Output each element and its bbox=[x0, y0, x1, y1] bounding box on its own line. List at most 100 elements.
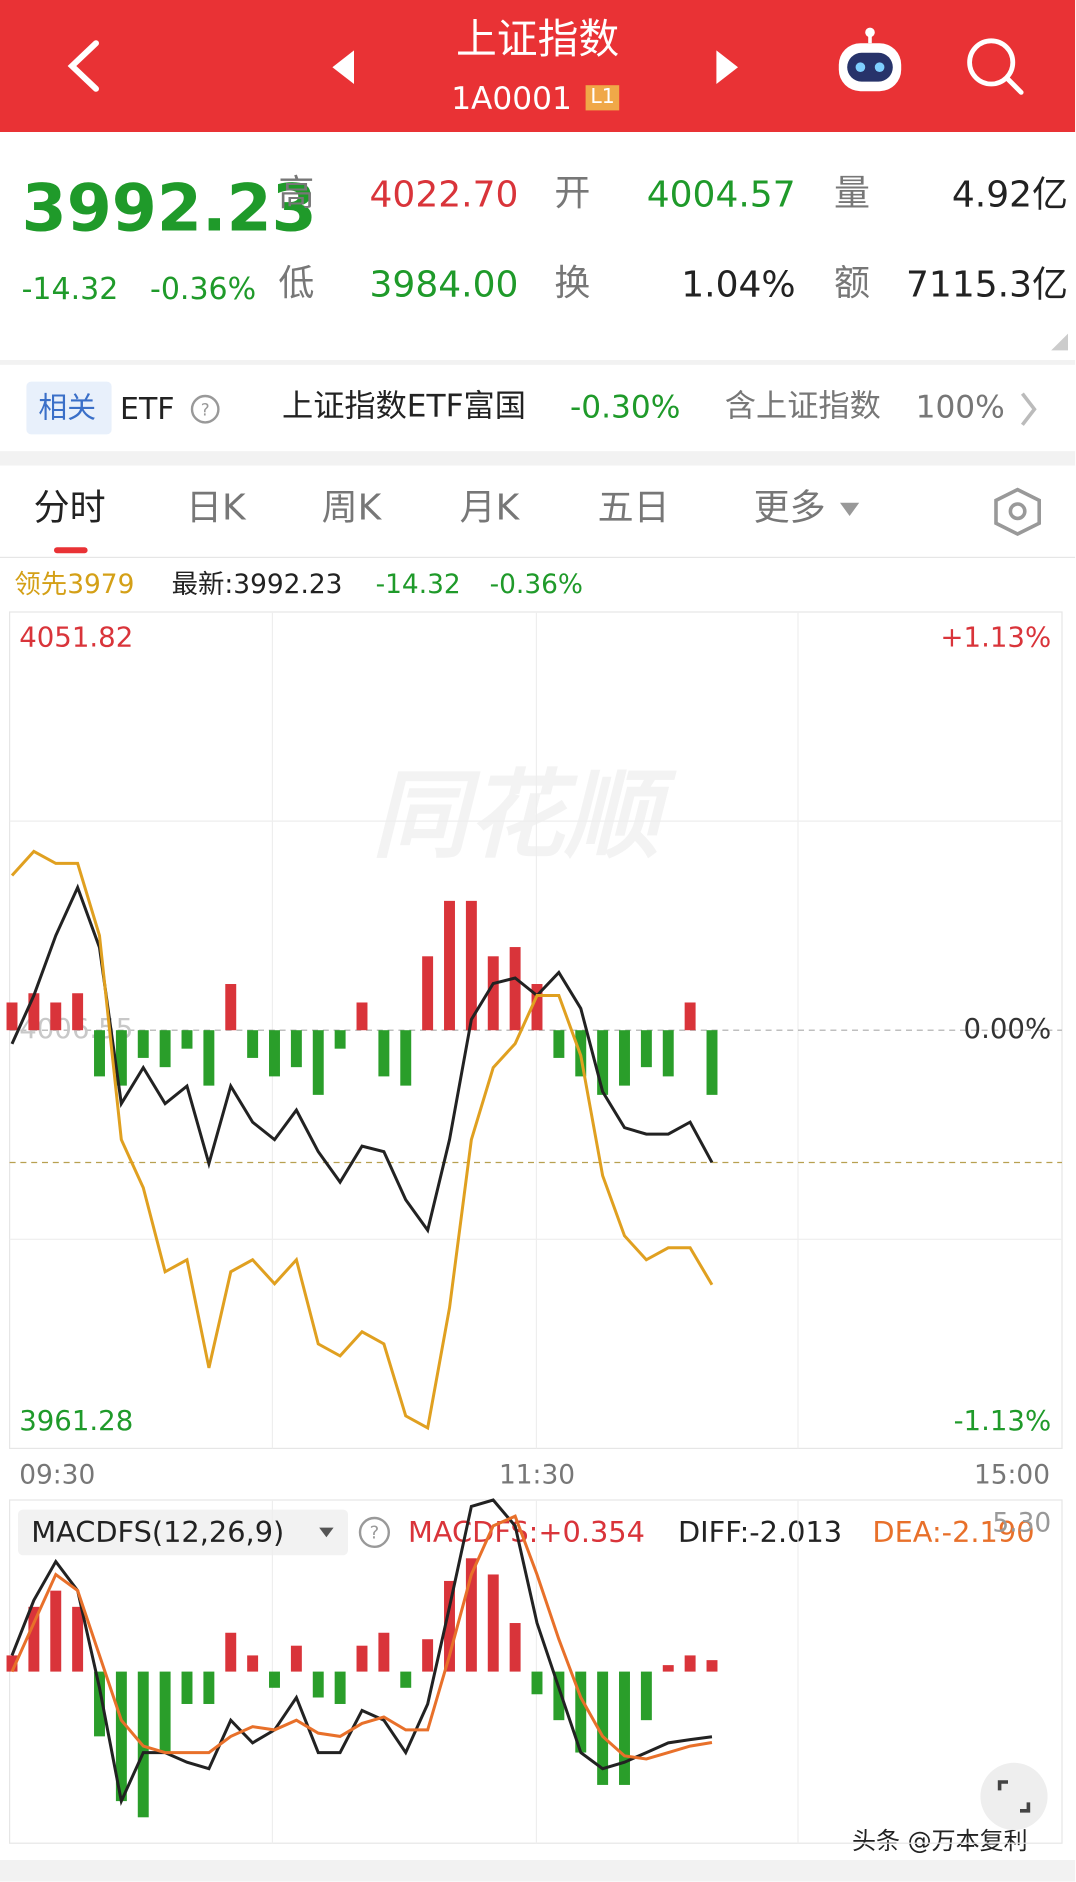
tab[interactable]: 周K bbox=[321, 487, 382, 530]
macd-bar bbox=[247, 1655, 259, 1672]
tab[interactable]: 分时 bbox=[33, 487, 106, 530]
strength-bar bbox=[269, 1030, 280, 1077]
holding-label: 含上证指数 bbox=[724, 388, 881, 425]
change-pct: -0.36% bbox=[150, 271, 257, 306]
expand-button[interactable] bbox=[980, 1762, 1048, 1831]
macd-bar bbox=[531, 1671, 543, 1695]
stat-value: 4.92亿 bbox=[951, 174, 1068, 217]
strength-bar bbox=[137, 1030, 149, 1058]
strength-bar bbox=[487, 956, 499, 1031]
macd-bar bbox=[422, 1639, 434, 1672]
macd-bar bbox=[269, 1671, 280, 1688]
macd-bar bbox=[509, 1623, 521, 1672]
macd-bar bbox=[706, 1660, 718, 1672]
strength-bar bbox=[50, 1002, 62, 1031]
svg-text:?: ? bbox=[201, 399, 210, 419]
footer-credit: 头条 @万本复利 bbox=[852, 1826, 1028, 1856]
macd-bar bbox=[28, 1606, 40, 1672]
macd-bar bbox=[662, 1665, 674, 1672]
y2-tick-label: 0.00% bbox=[964, 1012, 1052, 1045]
strength-bar bbox=[619, 1030, 630, 1086]
indicator-title: MACDFS(12,26,9) bbox=[31, 1515, 285, 1550]
more-caret bbox=[840, 502, 860, 516]
stat-value: 4004.57 bbox=[646, 174, 796, 217]
macd-bar bbox=[640, 1671, 652, 1721]
diff-label: DIFF:-2.013 bbox=[678, 1515, 843, 1550]
level-badge: L1 bbox=[585, 85, 620, 111]
macd-bar bbox=[94, 1671, 105, 1737]
macd-bar bbox=[575, 1671, 587, 1753]
divider bbox=[0, 360, 1076, 365]
macd-bar bbox=[225, 1632, 237, 1672]
series-line bbox=[10, 1498, 713, 1806]
macd-bar bbox=[72, 1606, 84, 1672]
related-tag[interactable]: 相关 bbox=[38, 391, 96, 425]
y2-tick-label: +1.13% bbox=[940, 620, 1051, 653]
pct-info: -0.36% bbox=[489, 570, 583, 600]
indicator-select[interactable] bbox=[18, 1509, 348, 1556]
series-line bbox=[10, 1514, 713, 1761]
watermark: 同花顺 bbox=[372, 759, 660, 872]
strength-bar bbox=[465, 900, 477, 1031]
etf-name[interactable]: 上证指数ETF富国 bbox=[282, 388, 526, 425]
macd-bar bbox=[50, 1590, 62, 1672]
help-icon[interactable]: ? bbox=[190, 394, 220, 424]
title: 上证指数 bbox=[456, 15, 620, 64]
tab[interactable]: 更多 bbox=[753, 487, 826, 530]
strength-bar bbox=[378, 1030, 390, 1077]
macd-label: MACDFS:+0.354 bbox=[408, 1515, 645, 1550]
strength-bar bbox=[706, 1030, 718, 1095]
bottom-bar bbox=[0, 1860, 1076, 1882]
divider bbox=[0, 451, 1076, 466]
search-button[interactable] bbox=[967, 38, 1024, 95]
chevron[interactable] bbox=[1020, 392, 1037, 426]
settings-icon[interactable] bbox=[994, 487, 1042, 537]
strength-bar bbox=[640, 1030, 652, 1068]
macd-bar bbox=[619, 1671, 630, 1785]
holding: 100% bbox=[915, 390, 1005, 427]
strength-bar bbox=[203, 1030, 215, 1086]
macd-bar bbox=[312, 1671, 324, 1698]
strength-bar bbox=[553, 1030, 565, 1058]
dea-label: DEA:-2.190 bbox=[872, 1515, 1035, 1550]
select-caret bbox=[319, 1527, 334, 1538]
macd-bar bbox=[487, 1574, 499, 1672]
tab[interactable]: 日K bbox=[186, 487, 246, 530]
strength-bar bbox=[400, 1030, 412, 1086]
stat-value: 3984.00 bbox=[369, 264, 519, 306]
macd-bar bbox=[159, 1671, 171, 1753]
x-tick-label: 15:00 bbox=[974, 1460, 1050, 1491]
stat-value: 4022.70 bbox=[369, 174, 519, 217]
etf-change: -0.30% bbox=[570, 390, 681, 427]
help-icon[interactable]: ? bbox=[358, 1516, 391, 1549]
lead-info: 领先3979 bbox=[14, 570, 135, 600]
y-tick-label: 5.30 bbox=[992, 1508, 1051, 1539]
tab[interactable]: 五日 bbox=[597, 487, 670, 530]
macd-bar bbox=[203, 1671, 215, 1704]
stat-label: 高 bbox=[278, 172, 315, 215]
y-tick-label: 4051.82 bbox=[19, 620, 133, 653]
series-line bbox=[10, 883, 714, 1234]
strength-bar bbox=[597, 1030, 609, 1095]
stat-label: 低 bbox=[278, 262, 315, 305]
prev-arrow[interactable] bbox=[332, 50, 354, 84]
tab[interactable]: 月K bbox=[459, 487, 520, 530]
macd-bar bbox=[378, 1632, 390, 1672]
strength-bar bbox=[684, 1002, 696, 1031]
robot-icon[interactable] bbox=[838, 27, 902, 92]
change: -14.32 bbox=[21, 271, 119, 306]
stat-label: 换 bbox=[554, 262, 591, 305]
strength-bar bbox=[312, 1030, 324, 1095]
back-button[interactable] bbox=[67, 40, 100, 92]
stat-label: 量 bbox=[834, 172, 871, 215]
strength-bar bbox=[290, 1030, 302, 1068]
y-tick-label: 3961.28 bbox=[19, 1404, 133, 1437]
next-arrow[interactable] bbox=[716, 50, 738, 84]
related-type: ETF bbox=[120, 391, 175, 427]
strength-bar bbox=[181, 1030, 193, 1049]
stat-value: 7115.3亿 bbox=[906, 264, 1068, 306]
strength-bar bbox=[94, 1030, 105, 1077]
macd-bar bbox=[553, 1671, 565, 1721]
